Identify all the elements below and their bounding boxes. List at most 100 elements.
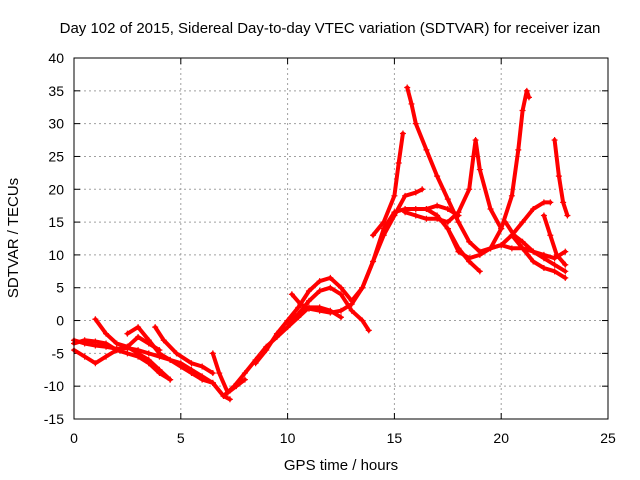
x-tick-label: 15 xyxy=(387,430,403,446)
data-point xyxy=(226,396,233,403)
data-point xyxy=(508,245,515,252)
data-point xyxy=(551,268,558,275)
y-tick-label: -5 xyxy=(52,345,65,361)
data-point xyxy=(547,232,554,239)
data-point xyxy=(224,389,231,396)
data-point xyxy=(135,324,142,331)
data-point xyxy=(470,153,477,160)
data-point xyxy=(455,248,462,255)
data-point xyxy=(380,219,387,226)
data-point xyxy=(338,307,344,314)
data-point xyxy=(135,333,142,340)
data-point xyxy=(288,291,295,298)
data-point xyxy=(338,314,344,321)
x-tick-label: 0 xyxy=(70,430,78,446)
data-point xyxy=(498,242,505,249)
data-point xyxy=(295,304,302,311)
data-point xyxy=(316,278,323,285)
data-point xyxy=(423,215,430,222)
data-point xyxy=(423,205,430,212)
data-point xyxy=(502,219,509,226)
data-point xyxy=(404,84,411,91)
data-point xyxy=(370,232,377,239)
data-point xyxy=(540,212,547,219)
data-point xyxy=(515,146,522,153)
data-point xyxy=(540,265,547,272)
y-tick-label: 15 xyxy=(48,214,64,230)
x-tick-label: 25 xyxy=(600,430,616,446)
series-trace xyxy=(509,233,568,280)
data-point xyxy=(402,192,409,199)
data-point xyxy=(419,186,426,193)
data-point xyxy=(113,347,120,354)
series-arc-20 xyxy=(209,350,248,396)
series-trace xyxy=(403,138,504,231)
data-point xyxy=(273,330,280,337)
data-point xyxy=(487,205,494,212)
data-point xyxy=(444,219,451,226)
data-point xyxy=(391,192,398,199)
series-arc-14 xyxy=(487,87,532,252)
data-point xyxy=(391,212,398,219)
y-tick-label: 30 xyxy=(48,116,64,132)
data-point xyxy=(199,363,206,370)
series-arc-7 xyxy=(284,284,372,334)
data-point xyxy=(220,393,227,400)
series-arc-6 xyxy=(252,202,462,367)
data-point xyxy=(434,173,441,180)
data-point xyxy=(160,337,167,344)
data-point xyxy=(519,238,526,245)
series-trace xyxy=(72,348,173,382)
data-point xyxy=(81,337,88,344)
data-point xyxy=(562,248,569,255)
data-point xyxy=(530,248,537,255)
data-point xyxy=(399,130,406,137)
data-point xyxy=(209,350,216,357)
data-point xyxy=(540,199,547,206)
data-point xyxy=(466,238,473,245)
y-tick-label: 35 xyxy=(48,83,64,99)
series-trace xyxy=(552,138,570,218)
data-point xyxy=(487,245,494,252)
data-point xyxy=(338,284,344,291)
data-point xyxy=(555,173,562,180)
data-point xyxy=(305,305,312,312)
data-point xyxy=(530,205,537,212)
data-point xyxy=(145,350,152,357)
data-point xyxy=(455,209,462,216)
data-point xyxy=(444,225,451,232)
data-point xyxy=(423,146,430,153)
data-point xyxy=(177,363,184,370)
data-point xyxy=(263,347,270,354)
data-point xyxy=(551,255,558,262)
series-arc-17 xyxy=(540,212,569,268)
data-point xyxy=(476,251,483,258)
data-point xyxy=(338,291,344,298)
data-point xyxy=(284,320,291,327)
series-arc-8 xyxy=(288,186,426,316)
series-trace xyxy=(93,317,173,382)
y-tick-label: 0 xyxy=(56,313,64,329)
data-point xyxy=(216,370,223,377)
data-point xyxy=(525,94,532,101)
data-point xyxy=(92,316,99,323)
series-trace xyxy=(541,213,568,267)
data-point xyxy=(173,350,180,357)
data-point xyxy=(305,297,312,304)
plot-frame xyxy=(73,57,609,420)
series-arc-5 xyxy=(152,324,216,377)
data-point xyxy=(466,186,473,193)
data-point xyxy=(564,212,571,219)
tick-layer: 0 5 10 15 20 25 -15 -10 -5 0 5 10 15 20 25 30 35 40 xyxy=(44,50,616,446)
data-point xyxy=(348,301,355,308)
data-point xyxy=(233,383,240,390)
data-point xyxy=(145,340,152,347)
data-point xyxy=(124,350,131,357)
y-tick-label: 5 xyxy=(56,280,64,296)
data-point xyxy=(553,251,560,258)
data-point xyxy=(530,258,537,265)
series-arc-16 xyxy=(502,219,569,275)
data-point xyxy=(156,347,163,354)
data-point xyxy=(519,245,526,252)
data-point xyxy=(551,261,558,268)
